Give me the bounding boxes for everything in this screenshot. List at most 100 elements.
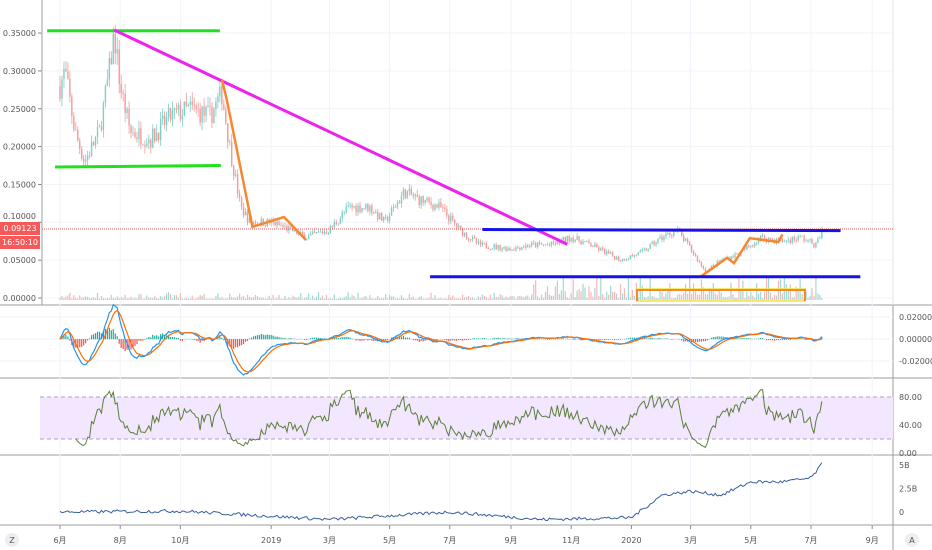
volume-bar (807, 297, 809, 300)
candle (532, 240, 535, 245)
candle-body (177, 105, 180, 110)
candle (645, 247, 647, 252)
candle (440, 198, 442, 208)
candle (633, 254, 636, 259)
candle-body (88, 155, 91, 157)
volume-bar (600, 278, 602, 300)
volume-bar (229, 293, 231, 300)
macd-hist-bar (760, 338, 762, 340)
candle (586, 240, 588, 243)
macd-hist-bar (239, 339, 241, 347)
candle (392, 203, 395, 212)
candle-body (817, 238, 819, 243)
volume-bar (69, 292, 71, 300)
candle (371, 203, 373, 216)
time-tick-label: 9月 (504, 536, 517, 545)
candle (448, 213, 450, 225)
macd-hist-bar (264, 335, 266, 340)
zoom-reset-button[interactable]: Z (5, 533, 19, 547)
volume-bar (77, 298, 79, 300)
candle-body (635, 254, 638, 256)
candle-body (789, 239, 791, 243)
candle (347, 201, 349, 208)
candle (471, 234, 474, 242)
volume-bar (398, 298, 401, 300)
volume-bar (71, 298, 73, 300)
candle-body (467, 238, 470, 240)
candle (821, 226, 823, 240)
macd-hist-bar (65, 334, 67, 340)
candle-body (132, 132, 134, 134)
candle-body (529, 245, 531, 248)
candle-body (386, 216, 389, 222)
volume-bar (343, 297, 345, 300)
macd-hist-bar (503, 338, 505, 340)
volume-bar (191, 295, 193, 300)
candle (386, 215, 389, 223)
price-tick-label: 0.35000 (3, 29, 36, 38)
candle-body (438, 202, 440, 208)
candle (179, 99, 182, 122)
candle-body (357, 205, 359, 213)
volume-bar (404, 298, 406, 300)
volume-bar (252, 297, 255, 300)
candle-body (355, 205, 357, 213)
macd-hist-bar (337, 338, 339, 340)
macd-hist-bar (81, 339, 83, 347)
candle-body (165, 117, 168, 126)
volume-bar (339, 297, 341, 300)
macd-hist-bar (612, 339, 614, 340)
volume-bar (637, 296, 639, 300)
macd-hist-bar (63, 334, 65, 340)
candle (438, 198, 440, 211)
candle (280, 221, 282, 227)
candle-body (542, 244, 545, 246)
candle-body (408, 188, 411, 192)
volume-bar (237, 296, 239, 300)
macd-hist-bar (114, 333, 116, 340)
candle (473, 234, 476, 239)
candle-body (197, 108, 199, 110)
time-tick-label: 7月 (443, 536, 456, 545)
volume-bar (507, 297, 509, 300)
volume-bar (673, 297, 675, 300)
candle (542, 244, 545, 247)
candle-body (503, 246, 505, 249)
volume-bar (479, 297, 481, 300)
macd-hist-bar (513, 338, 515, 340)
volume-bar (209, 298, 211, 300)
candle-body (641, 249, 643, 251)
macd-hist-bar (361, 339, 363, 341)
macd-hist-bar (720, 336, 722, 340)
candle (799, 234, 801, 239)
volume-bar (694, 291, 697, 300)
volume-bar (150, 297, 152, 300)
obv-tick-label: 0 (899, 508, 904, 517)
candle (609, 250, 612, 255)
candle (379, 212, 381, 221)
candle-body (381, 212, 383, 221)
macd-hist-bar (90, 335, 93, 340)
price-tick-label: 0.30000 (3, 67, 36, 76)
candle (454, 218, 456, 227)
candle-body (331, 226, 334, 228)
candle-body (538, 242, 541, 244)
volume-bar (98, 298, 101, 300)
time-tick-label: 6月 (53, 536, 66, 545)
volume-bar (612, 291, 614, 300)
candle-body (363, 208, 365, 209)
candle (388, 212, 391, 224)
candle (432, 203, 434, 212)
auto-scale-button[interactable]: A (905, 533, 919, 547)
candle-body (750, 245, 752, 247)
macd-hist-bar (254, 335, 256, 340)
volume-bar (233, 297, 235, 300)
macd-hist-bar (134, 339, 136, 346)
macd-hist-bar (619, 339, 622, 340)
macd-hist-bar (495, 338, 497, 340)
candle (345, 202, 347, 215)
candle-body (124, 94, 126, 114)
candle-body (562, 237, 564, 241)
macd-hist-bar (679, 339, 681, 340)
